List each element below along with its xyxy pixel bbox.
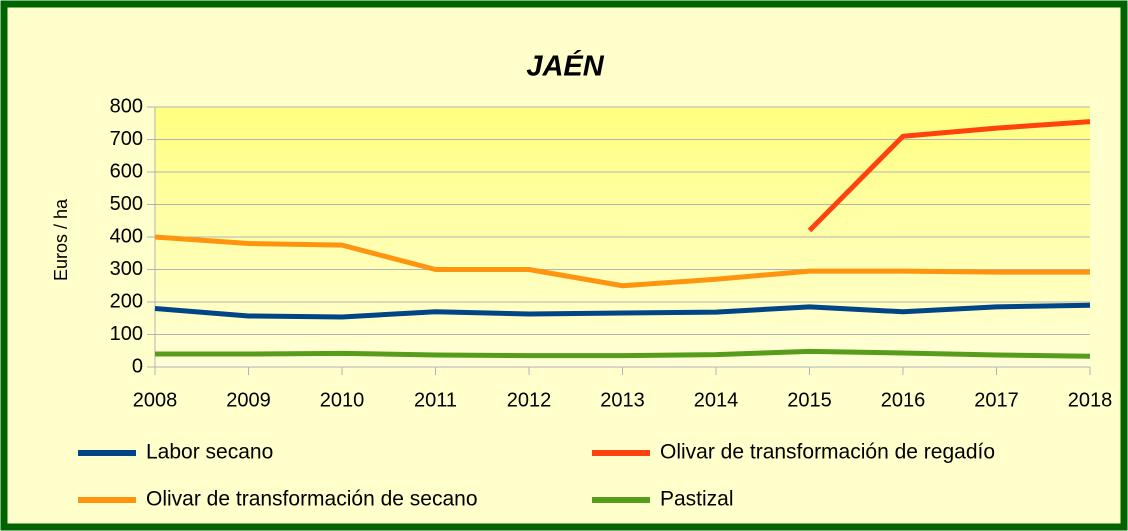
legend-label: Olivar de transformación de regadío [660, 441, 995, 464]
y-axis-label: Euros / ha [51, 198, 71, 281]
x-tick-label: 2012 [507, 389, 552, 411]
y-tick-label: 300 [110, 258, 143, 280]
x-tick-label: 2015 [787, 389, 832, 411]
legend-label: Labor secano [146, 441, 273, 464]
chart-title: JAÉN [526, 50, 604, 83]
y-tick-label: 600 [110, 160, 143, 182]
legend-label: Olivar de transformación de secano [146, 488, 478, 511]
x-tick-label: 2014 [694, 389, 739, 411]
y-tick-label: 700 [110, 128, 143, 150]
y-tick-label: 200 [110, 290, 143, 312]
series-line [154, 234, 1090, 289]
x-tick-label: 2009 [226, 389, 271, 411]
x-tick-label: 2018 [1068, 389, 1113, 411]
y-tick-label: 400 [110, 225, 143, 247]
x-tick-label: 2008 [133, 389, 178, 411]
y-tick-label: 800 [110, 95, 143, 117]
x-tick-label: 2010 [320, 389, 365, 411]
x-tick-label: 2016 [881, 389, 926, 411]
series-line [155, 348, 1091, 359]
y-tick-label: 0 [132, 355, 143, 377]
y-tick-label: 100 [110, 323, 143, 345]
x-tick-label: 2011 [414, 389, 457, 411]
x-tick-label: 2017 [974, 389, 1019, 411]
legend-label: Pastizal [660, 488, 734, 511]
series-line [154, 302, 1091, 320]
x-tick-label: 2013 [600, 389, 645, 411]
series-line [807, 119, 1091, 233]
y-tick-label: 500 [110, 193, 143, 215]
